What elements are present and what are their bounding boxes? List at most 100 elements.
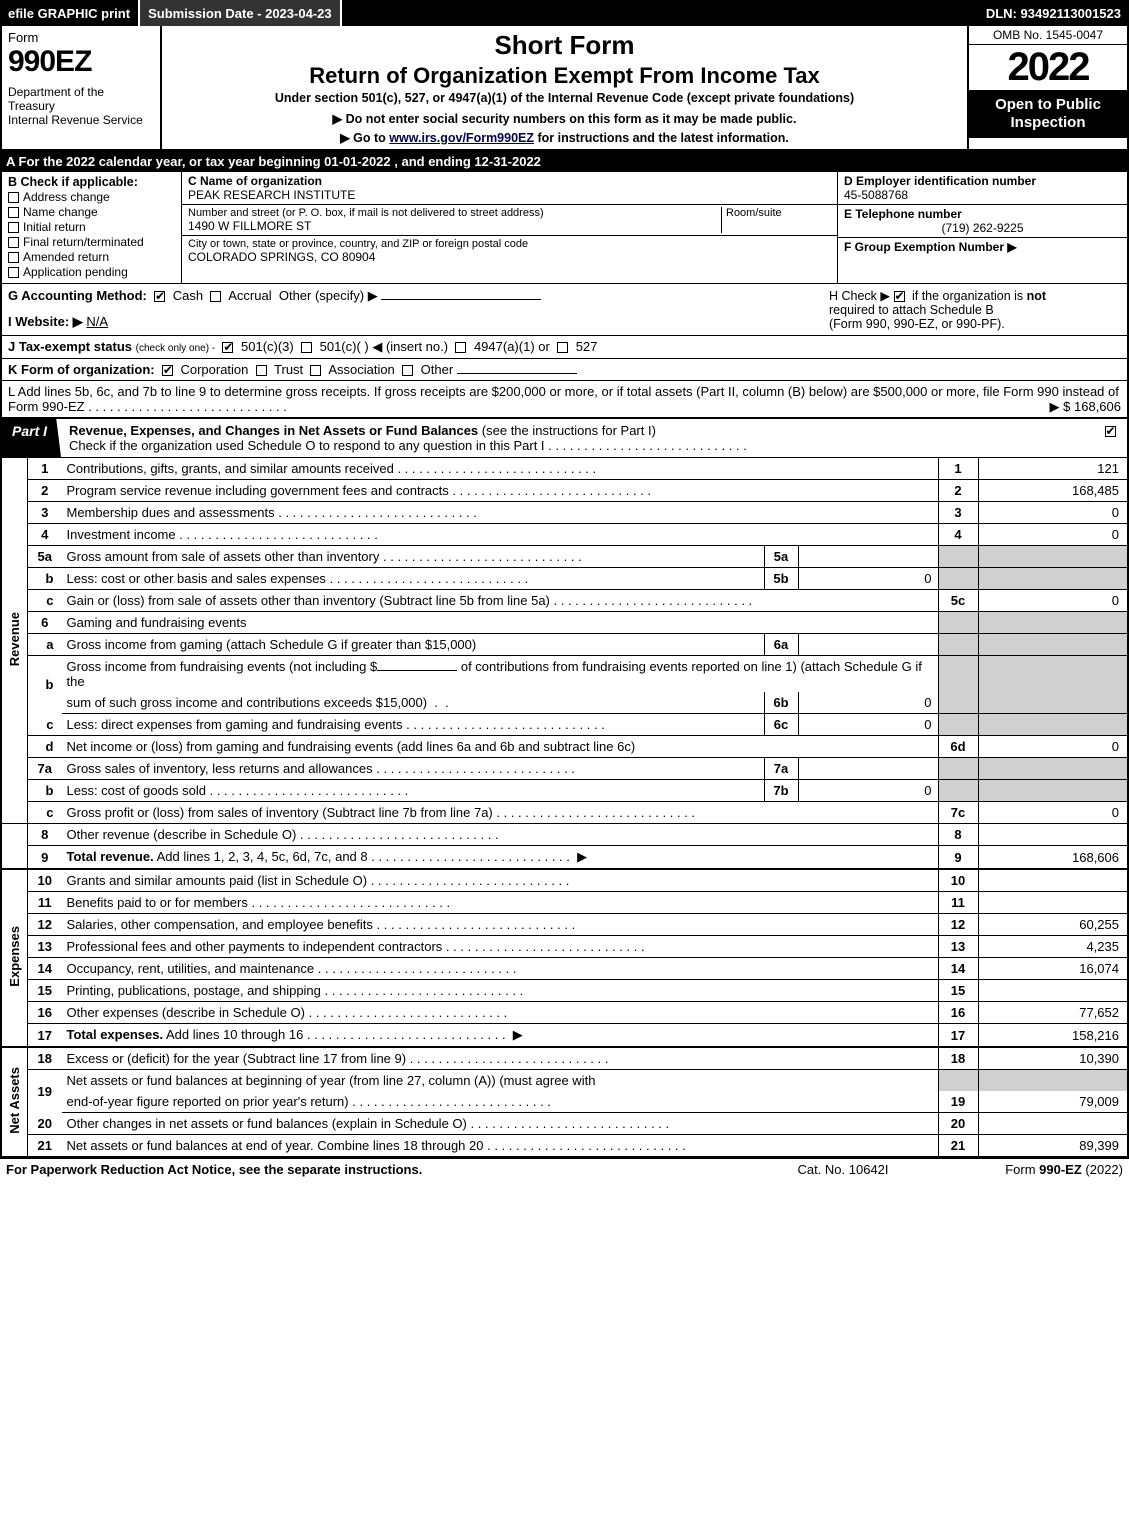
chk-association[interactable]	[310, 365, 321, 376]
chk-other-org[interactable]	[402, 365, 413, 376]
6b-contrib-input[interactable]	[377, 670, 457, 671]
row-8: 8 Other revenue (describe in Schedule O)…	[1, 824, 1128, 846]
g-other-input[interactable]	[381, 299, 541, 300]
chk-corporation[interactable]	[162, 365, 173, 376]
f-row: F Group Exemption Number ▶	[838, 238, 1127, 283]
chk-address-change[interactable]: Address change	[8, 190, 175, 204]
g-accrual: Accrual	[228, 288, 271, 303]
row-11: 11Benefits paid to or for members 11	[1, 892, 1128, 914]
j-527: 527	[576, 339, 598, 354]
amt-8	[978, 824, 1128, 846]
j-sub: (check only one) -	[136, 343, 215, 354]
section-b: B Check if applicable: Address change Na…	[2, 172, 182, 283]
c-name-label: C Name of organization	[188, 174, 831, 188]
goto-line: ▶ Go to www.irs.gov/Form990EZ for instru…	[170, 130, 959, 145]
footer-left: For Paperwork Reduction Act Notice, see …	[6, 1162, 743, 1177]
h-text2: if the organization is	[912, 289, 1027, 303]
j-4947: 4947(a)(1) or	[474, 339, 550, 354]
top-bar: efile GRAPHIC print Submission Date - 20…	[0, 0, 1129, 26]
irs-label: Internal Revenue Service	[8, 113, 154, 127]
room-suite-label: Room/suite	[726, 207, 831, 219]
row-6b: b Gross income from fundraising events (…	[1, 656, 1128, 693]
telephone-value: (719) 262-9225	[844, 221, 1121, 235]
chk-amended-return[interactable]: Amended return	[8, 250, 175, 264]
form-word: Form	[8, 30, 154, 45]
side-expenses: Expenses	[1, 869, 28, 1047]
g-label: G Accounting Method:	[8, 288, 147, 303]
row-2: 2 Program service revenue including gove…	[1, 480, 1128, 502]
l-dots	[88, 399, 287, 414]
goto-suffix: for instructions and the latest informat…	[534, 131, 789, 145]
chk-4947[interactable]	[455, 342, 466, 353]
j-label: J Tax-exempt status	[8, 339, 132, 354]
row-7a: 7a Gross sales of inventory, less return…	[1, 758, 1128, 780]
amt-4: 0	[978, 524, 1128, 546]
row-5c: c Gain or (loss) from sale of assets oth…	[1, 590, 1128, 612]
goto-link[interactable]: www.irs.gov/Form990EZ	[389, 131, 534, 145]
row-l: L Add lines 5b, 6c, and 7b to line 9 to …	[0, 381, 1129, 419]
chk-application-pending[interactable]: Application pending	[8, 265, 175, 279]
amt-9: 168,606	[978, 846, 1128, 870]
chk-trust[interactable]	[256, 365, 267, 376]
chk-527[interactable]	[557, 342, 568, 353]
dln-label: DLN: 93492113001523	[978, 0, 1129, 26]
amt-1: 121	[978, 458, 1128, 480]
amt-17: 158,216	[978, 1024, 1128, 1048]
g-other: Other (specify) ▶	[279, 288, 378, 303]
val-5a	[798, 546, 938, 568]
chk-final-return[interactable]: Final return/terminated	[8, 235, 175, 249]
d-label: D Employer identification number	[844, 174, 1036, 188]
efile-print-label[interactable]: efile GRAPHIC print	[0, 0, 140, 26]
val-7a	[798, 758, 938, 780]
line-a: A For the 2022 calendar year, or tax yea…	[0, 151, 1129, 172]
row-6c: c Less: direct expenses from gaming and …	[1, 714, 1128, 736]
k-other: Other	[421, 362, 454, 377]
h-text4: (Form 990, 990-EZ, or 990-PF).	[829, 317, 1005, 331]
row-3: 3 Membership dues and assessments 3 0	[1, 502, 1128, 524]
org-city: COLORADO SPRINGS, CO 80904	[188, 250, 831, 264]
footer-center: Cat. No. 10642I	[743, 1162, 943, 1177]
j-501c3: 501(c)(3)	[241, 339, 294, 354]
row-14: 14Occupancy, rent, utilities, and mainte…	[1, 958, 1128, 980]
part-i-title: Revenue, Expenses, and Changes in Net As…	[61, 419, 1097, 457]
row-17: 17 Total expenses. Add lines 10 through …	[1, 1024, 1128, 1048]
row-k: K Form of organization: Corporation Trus…	[0, 359, 1129, 381]
chk-501c3[interactable]	[222, 342, 233, 353]
val-6a	[798, 634, 938, 656]
val-6b: 0	[798, 692, 938, 714]
d-row: D Employer identification number 45-5088…	[838, 172, 1127, 205]
chk-501c[interactable]	[301, 342, 312, 353]
amt-16: 77,652	[978, 1002, 1128, 1024]
chk-h[interactable]	[894, 291, 905, 302]
amt-10	[978, 869, 1128, 892]
chk-cash[interactable]	[154, 291, 165, 302]
row-6d: d Net income or (loss) from gaming and f…	[1, 736, 1128, 758]
part-i-check[interactable]	[1097, 419, 1127, 457]
e-row: E Telephone number (719) 262-9225	[838, 205, 1127, 238]
row-18: Net Assets 18Excess or (deficit) for the…	[1, 1047, 1128, 1070]
amt-7c: 0	[978, 802, 1128, 824]
row-6: 6 Gaming and fundraising events	[1, 612, 1128, 634]
block-bcdef: B Check if applicable: Address change Na…	[0, 172, 1129, 284]
amt-15	[978, 980, 1128, 1002]
chk-initial-return[interactable]: Initial return	[8, 220, 175, 234]
k-label: K Form of organization:	[8, 362, 155, 377]
row-7c: c Gross profit or (loss) from sales of i…	[1, 802, 1128, 824]
row-g-h: G Accounting Method: Cash Accrual Other …	[0, 284, 1129, 336]
row-15: 15Printing, publications, postage, and s…	[1, 980, 1128, 1002]
amt-3: 0	[978, 502, 1128, 524]
row-19b: end-of-year figure reported on prior yea…	[1, 1091, 1128, 1113]
form-header: Form 990EZ Department of the Treasury In…	[0, 26, 1129, 151]
row-7b: b Less: cost of goods sold 7b 0	[1, 780, 1128, 802]
g-cash: Cash	[173, 288, 203, 303]
row-6b-2: sum of such gross income and contributio…	[1, 692, 1128, 714]
h-text3: required to attach Schedule B	[829, 303, 994, 317]
dept-label: Department of the Treasury	[8, 85, 154, 113]
k-other-input[interactable]	[457, 373, 577, 374]
chk-name-change[interactable]: Name change	[8, 205, 175, 219]
do-not-enter: ▶ Do not enter social security numbers o…	[170, 111, 959, 126]
i-label: I Website: ▶	[8, 314, 83, 329]
form-code: 990EZ	[8, 45, 154, 79]
chk-accrual[interactable]	[210, 291, 221, 302]
k-corp: Corporation	[180, 362, 248, 377]
